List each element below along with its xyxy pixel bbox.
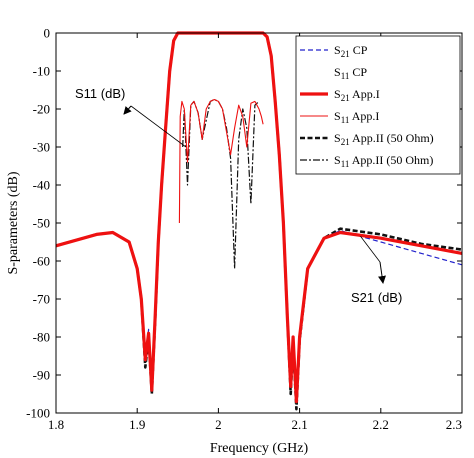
- annotation-layer: S11 (dB) S21 (dB): [75, 86, 402, 305]
- x-tick-label: 2.2: [373, 417, 389, 432]
- x-tick-label: 1.8: [48, 417, 64, 432]
- annotation-arrow: [123, 105, 132, 115]
- x-axis-label: Frequency (GHz): [210, 441, 309, 456]
- legend-box: [295, 35, 461, 175]
- series-line-3: [178, 98, 264, 224]
- annotation-leader: [130, 105, 187, 148]
- legend-label-4: S21 App.II (50 Ohm): [334, 131, 434, 147]
- annotation-s21: S21 (dB): [351, 290, 402, 305]
- legend-label-1: S11 CP: [334, 65, 367, 81]
- y-tick-label: -90: [33, 368, 50, 383]
- y-tick-label: -20: [33, 102, 50, 117]
- legend-label-5: S11 App.II (50 Ohm): [334, 153, 433, 169]
- y-tick-label: -50: [33, 216, 50, 231]
- y-tick-label: -40: [33, 178, 50, 193]
- legend-label-2: S21 App.I: [334, 87, 380, 103]
- legend: S21 CP S11 CP S21 App.I S11 App.I S21 App.II…: [295, 35, 461, 175]
- y-tick-label: -70: [33, 292, 50, 307]
- y-tick-label: -10: [33, 64, 50, 79]
- y-tick-label: -60: [33, 254, 50, 269]
- x-tick-label: 1.9: [129, 417, 145, 432]
- legend-label-0: S21 CP: [334, 43, 368, 59]
- x-tick-label: 2.1: [291, 417, 307, 432]
- annotation-leader: [360, 236, 381, 263]
- x-tick-label: 2: [215, 417, 222, 432]
- annotation-s11: S11 (dB): [75, 86, 125, 101]
- y-axis-label: S-parameters (dB): [6, 171, 21, 274]
- y-tick-label: 0: [44, 26, 51, 41]
- y-tick-label: -80: [33, 330, 50, 345]
- y-tick-label: -100: [26, 406, 50, 421]
- annotation-arrow: [378, 261, 386, 284]
- legend-label-3: S11 App.I: [334, 109, 379, 125]
- y-tick-label: -30: [33, 140, 50, 155]
- x-tick-label: 2.3: [446, 417, 462, 432]
- axes-layer: 1.8 1.9 2 2.1 2.2 2.3 0 -10 -20 -30 -40 -50 -60 -70 -8…: [26, 26, 463, 432]
